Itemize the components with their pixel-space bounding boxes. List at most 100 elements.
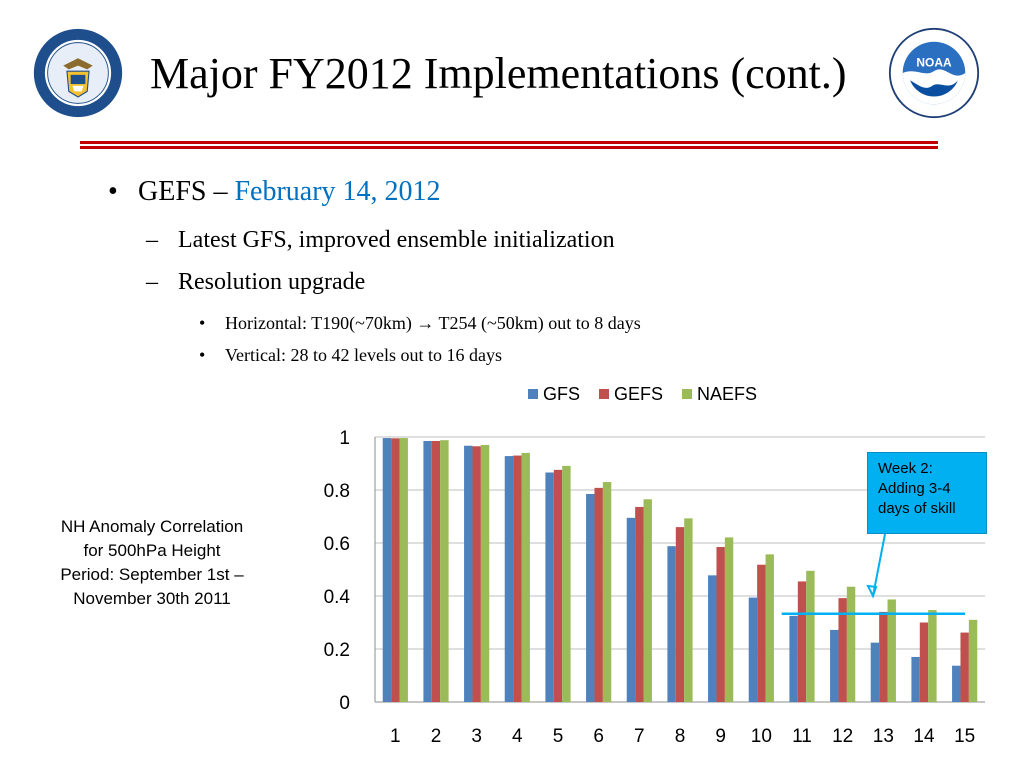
bar-naefs-9: [724, 537, 734, 702]
bar-naefs-13: [887, 599, 896, 702]
week2-callout: Week 2: Adding 3-4 days of skill: [867, 452, 987, 534]
y-tick-label: 0.4: [324, 587, 351, 608]
legend-swatch-gefs: [599, 389, 609, 399]
bullet-separator: –: [206, 176, 235, 207]
sub-sub-bullet-vertical: • Vertical: 28 to 42 levels out to 16 day…: [199, 345, 502, 366]
x-tick-label: 9: [715, 726, 726, 747]
bar-naefs-5: [562, 465, 571, 702]
bar-gefs-3: [472, 446, 481, 702]
bar-gfs-2: [423, 440, 432, 702]
bar-naefs-11: [806, 570, 815, 702]
bar-gefs-9: [716, 546, 725, 702]
bar-gefs-4: [513, 455, 522, 702]
bar-gfs-15: [952, 665, 961, 702]
sub-bullet-initialization: – Latest GFS, improved ensemble initializ…: [146, 227, 615, 254]
department-of-commerce-seal-icon: [33, 28, 123, 118]
bar-gefs-6: [594, 487, 603, 702]
bar-naefs-12: [846, 586, 856, 702]
bar-gfs-10: [748, 597, 758, 702]
callout-arrow-head: [866, 584, 878, 599]
bar-gfs-8: [667, 546, 676, 702]
x-tick-label: 15: [954, 726, 975, 747]
bar-naefs-15: [968, 619, 978, 702]
bullet-marker: •: [108, 176, 118, 207]
chart-description-line: NH Anomaly Correlation: [60, 517, 244, 536]
x-tick-label: 12: [832, 726, 853, 747]
bar-gefs-10: [757, 564, 766, 702]
x-tick-label: 5: [553, 726, 564, 747]
x-tick-label: 6: [593, 726, 604, 747]
bar-naefs-3: [480, 444, 490, 702]
y-tick-label: 0.2: [324, 640, 350, 661]
bullet-gefs-date: February 14, 2012: [234, 176, 441, 207]
x-tick-label: 4: [512, 726, 523, 747]
bar-gefs-13: [879, 611, 888, 702]
bar-gefs-2: [431, 440, 441, 702]
bar-gfs-13: [870, 642, 880, 702]
legend-swatch-gfs: [528, 389, 538, 399]
x-tick-label: 2: [431, 726, 442, 747]
bar-gefs-15: [960, 632, 969, 702]
x-tick-label: 13: [873, 726, 894, 747]
x-tick-label: 10: [751, 726, 772, 747]
sub-bullet-marker: –: [146, 227, 158, 253]
bar-gfs-12: [830, 629, 839, 702]
bar-gfs-6: [586, 493, 595, 702]
bar-gfs-5: [545, 472, 554, 702]
sub-sub-bullet-marker: •: [199, 313, 206, 333]
callout-line: Week 2:: [878, 460, 933, 477]
bar-naefs-2: [440, 440, 449, 702]
x-tick-label: 3: [471, 726, 482, 747]
bar-gfs-11: [789, 615, 798, 702]
x-tick-label: 14: [913, 726, 935, 747]
legend-label-gefs: GEFS: [614, 384, 663, 404]
bar-naefs-1: [399, 438, 408, 702]
legend-label-naefs: NAEFS: [697, 384, 757, 404]
noaa-badge-text: NOAA: [916, 56, 952, 70]
bar-gfs-7: [626, 517, 636, 702]
title-divider-top: [80, 141, 938, 144]
x-tick-label: 7: [634, 726, 645, 747]
bar-gefs-5: [553, 469, 563, 702]
bar-gefs-7: [635, 506, 644, 702]
bar-naefs-7: [643, 499, 652, 702]
callout-line: Adding 3-4: [878, 480, 951, 497]
x-tick-label: 11: [792, 726, 812, 747]
sub-sub-bullet-horizontal: • Horizontal: T190(~70km) → T254 (~50km) …: [199, 313, 641, 334]
sub-bullet-marker: –: [146, 269, 158, 295]
sub-bullet-resolution: – Resolution upgrade: [146, 269, 365, 296]
bar-gfs-4: [504, 456, 514, 702]
callout-arrow-line: [872, 533, 886, 597]
bar-gefs-12: [838, 598, 847, 702]
legend-label-gfs: GFS: [543, 384, 580, 404]
chart-description-line: November 30th 2011: [73, 589, 231, 608]
chart-description-line: for 500hPa Height: [83, 541, 221, 560]
y-tick-label: 0.6: [324, 534, 350, 555]
y-tick-label: 0: [339, 693, 350, 714]
bar-gfs-9: [708, 575, 717, 702]
bar-naefs-10: [765, 554, 774, 702]
sub-sub-bullet-text: Horizontal: T190(~70km) → T254 (~50km) o…: [225, 313, 641, 333]
x-tick-label: 1: [390, 726, 401, 747]
bullet-gefs-label: GEFS: [138, 176, 207, 207]
bar-gfs-1: [382, 438, 392, 702]
bar-gefs-8: [675, 527, 685, 702]
sub-sub-bullet-marker: •: [199, 345, 206, 365]
bullet-gefs: • GEFS – February 14, 2012: [108, 176, 441, 208]
bar-gfs-14: [911, 656, 920, 702]
chart-description: NH Anomaly Correlation for 500hPa Height…: [30, 515, 274, 611]
bar-gfs-3: [464, 445, 473, 702]
bar-naefs-6: [602, 482, 612, 702]
bar-gefs-14: [919, 622, 929, 702]
bar-naefs-4: [521, 452, 530, 702]
title-divider-bottom: [80, 146, 938, 149]
bar-gefs-1: [391, 438, 400, 702]
sub-sub-bullet-text: Vertical: 28 to 42 levels out to 16 days: [225, 345, 502, 365]
bar-gefs-11: [797, 581, 807, 702]
legend-swatch-naefs: [682, 389, 692, 399]
slide-title: Major FY2012 Implementations (cont.): [150, 49, 847, 98]
x-tick-label: 8: [675, 726, 686, 747]
y-tick-label: 0.8: [324, 481, 350, 502]
noaa-logo-icon: NOAA: [888, 27, 980, 119]
